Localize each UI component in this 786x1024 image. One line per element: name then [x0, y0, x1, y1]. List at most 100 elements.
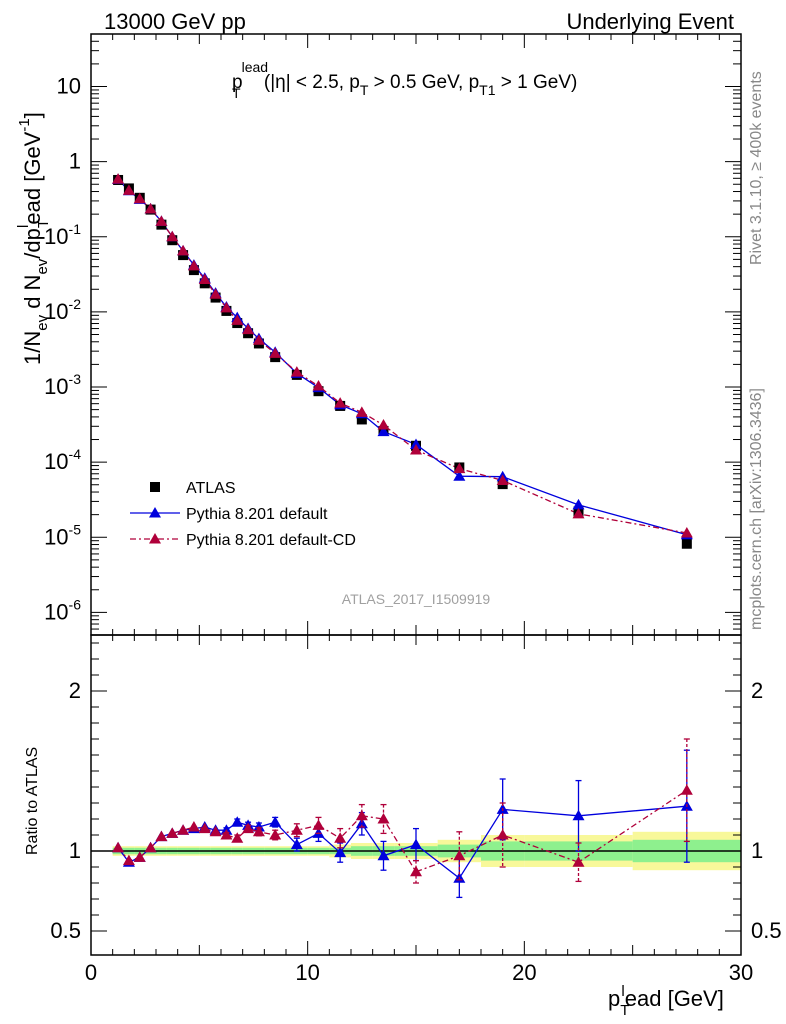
- ratio-point-1: [166, 827, 179, 838]
- y-axis-title: 1/Nev d Nev/dpTlead [GeV-1]: [15, 112, 52, 365]
- data-point-1: [572, 498, 585, 510]
- x-axis-title: pTlead [GeV]: [608, 983, 724, 1019]
- x-tick-label: 0: [85, 960, 97, 985]
- x-tick-label: 20: [512, 960, 536, 985]
- ratio-point-1: [355, 809, 368, 821]
- ratio-y-tick-label-right: 2: [751, 678, 763, 703]
- data-point-2: [220, 301, 233, 313]
- data-point-1: [410, 438, 422, 449]
- ratio-y-tick-label-right: 0.5: [751, 918, 782, 943]
- y-tick-label: 10-3: [44, 371, 81, 399]
- ratio-point-1: [155, 830, 168, 842]
- legend-marker-1: [149, 507, 161, 518]
- data-point-2: [198, 273, 211, 284]
- x-tick-label: 30: [729, 960, 753, 985]
- data-point-2: [187, 259, 200, 271]
- analysis-id: ATLAS_2017_I1509919: [342, 591, 491, 607]
- data-point-2: [155, 215, 168, 226]
- y-tick-label: 10-1: [44, 221, 81, 249]
- data-point-2: [312, 380, 325, 391]
- data-point-2: [355, 406, 368, 417]
- ratio-point-1: [144, 841, 157, 853]
- data-point-1: [377, 425, 390, 437]
- ratio-y-tick-label: 1: [69, 838, 81, 863]
- ratio-point-1: [198, 822, 211, 834]
- ratio-axis-title: Ratio to ATLAS: [24, 747, 41, 855]
- ratio-point-1: [377, 813, 390, 824]
- ratio-point-1: [122, 854, 135, 866]
- ratio-point-0: [377, 849, 390, 861]
- ratio-y-tick-label: 2: [69, 678, 81, 703]
- header-right: Underlying Event: [566, 9, 734, 34]
- data-point-2: [252, 334, 265, 345]
- legend-marker-atlas: [150, 482, 160, 492]
- y-tick-label: 10: [57, 74, 81, 99]
- ratio-point-1: [177, 824, 190, 835]
- ratio-point-1: [290, 824, 303, 835]
- y-tick-label: 10-4: [44, 446, 81, 474]
- data-point-2: [453, 462, 466, 474]
- y-tick-label: 10-5: [44, 521, 81, 549]
- legend: ATLAS Pythia 8.201 default Pythia 8.201 de…: [130, 480, 356, 549]
- ratio-y-tick-label-right: 1: [751, 838, 763, 863]
- mcplots-label: mcplots.cern.ch [arXiv:1306.3436]: [748, 388, 765, 630]
- data-point-2: [680, 526, 693, 538]
- ratio-point-0: [572, 809, 585, 821]
- data-point-2: [334, 397, 347, 408]
- data-point-2: [133, 192, 146, 204]
- ratio-point-1: [112, 841, 125, 853]
- ratio-series: [112, 738, 693, 899]
- ratio-point-1: [496, 829, 509, 840]
- ratio-point-0: [410, 838, 422, 850]
- data-point-2: [209, 288, 222, 299]
- ratio-point-1: [312, 819, 325, 830]
- data-point-2: [269, 347, 282, 358]
- data-point-2: [496, 474, 509, 485]
- ratio-point-1: [269, 829, 282, 840]
- x-tick-label: 10: [295, 960, 319, 985]
- plot-title: plead T (|η| < 2.5, pT > 0.5 GeV, pT1 > 1…: [232, 59, 577, 101]
- legend-marker-2: [149, 533, 161, 544]
- ratio-point-0: [290, 838, 303, 850]
- data-point-atlas: [681, 538, 692, 549]
- data-point-atlas: [356, 414, 367, 425]
- rivet-label: Rivet 3.1.10, ≥ 400k events: [748, 71, 765, 265]
- ratio-point-0: [269, 816, 282, 827]
- data-point-2: [572, 507, 585, 519]
- header-left: 13000 GeV pp: [104, 9, 246, 34]
- data-point-2: [231, 314, 244, 325]
- ratio-point-0: [334, 846, 347, 858]
- axes: 0 10 20 30 10-6 10-5 10-4 10-3 10-2 10-1 1 10 0.5 0.5…: [44, 33, 782, 985]
- data-point-2: [112, 173, 125, 184]
- ratio-point-1: [572, 856, 585, 867]
- ratio-point-1: [209, 825, 222, 837]
- ratio-point-0: [355, 817, 368, 829]
- ratio-point-1: [453, 849, 466, 861]
- data-point-2: [290, 366, 303, 377]
- data-point-2: [377, 419, 390, 430]
- legend-label-0: ATLAS: [186, 480, 236, 497]
- data-point-1: [453, 470, 466, 481]
- ratio-point-1: [133, 851, 146, 862]
- ratio-y-tick-label: 0.5: [50, 918, 81, 943]
- data-point-2: [242, 323, 255, 335]
- ratio-point-1: [252, 825, 265, 837]
- data-point-2: [122, 184, 135, 195]
- ratio-point-1: [231, 832, 244, 843]
- data-point-2: [166, 230, 179, 242]
- y-tick-label: 10-2: [44, 296, 81, 324]
- data-point-2: [410, 444, 422, 455]
- ratio-point-1: [410, 865, 422, 877]
- ratio-point-0: [231, 816, 244, 827]
- legend-label-2: Pythia 8.201 default-CD: [186, 532, 356, 549]
- ratio-point-1: [242, 822, 255, 834]
- y-tick-label: 1: [69, 149, 81, 174]
- ratio-point-1: [680, 784, 693, 795]
- main-series: [112, 173, 693, 549]
- y-tick-label: 10-6: [44, 596, 81, 624]
- ratio-frame: [90, 634, 742, 956]
- ratio-point-1: [187, 821, 200, 832]
- ratio-point-1: [220, 829, 233, 840]
- legend-label-1: Pythia 8.201 default: [186, 506, 328, 523]
